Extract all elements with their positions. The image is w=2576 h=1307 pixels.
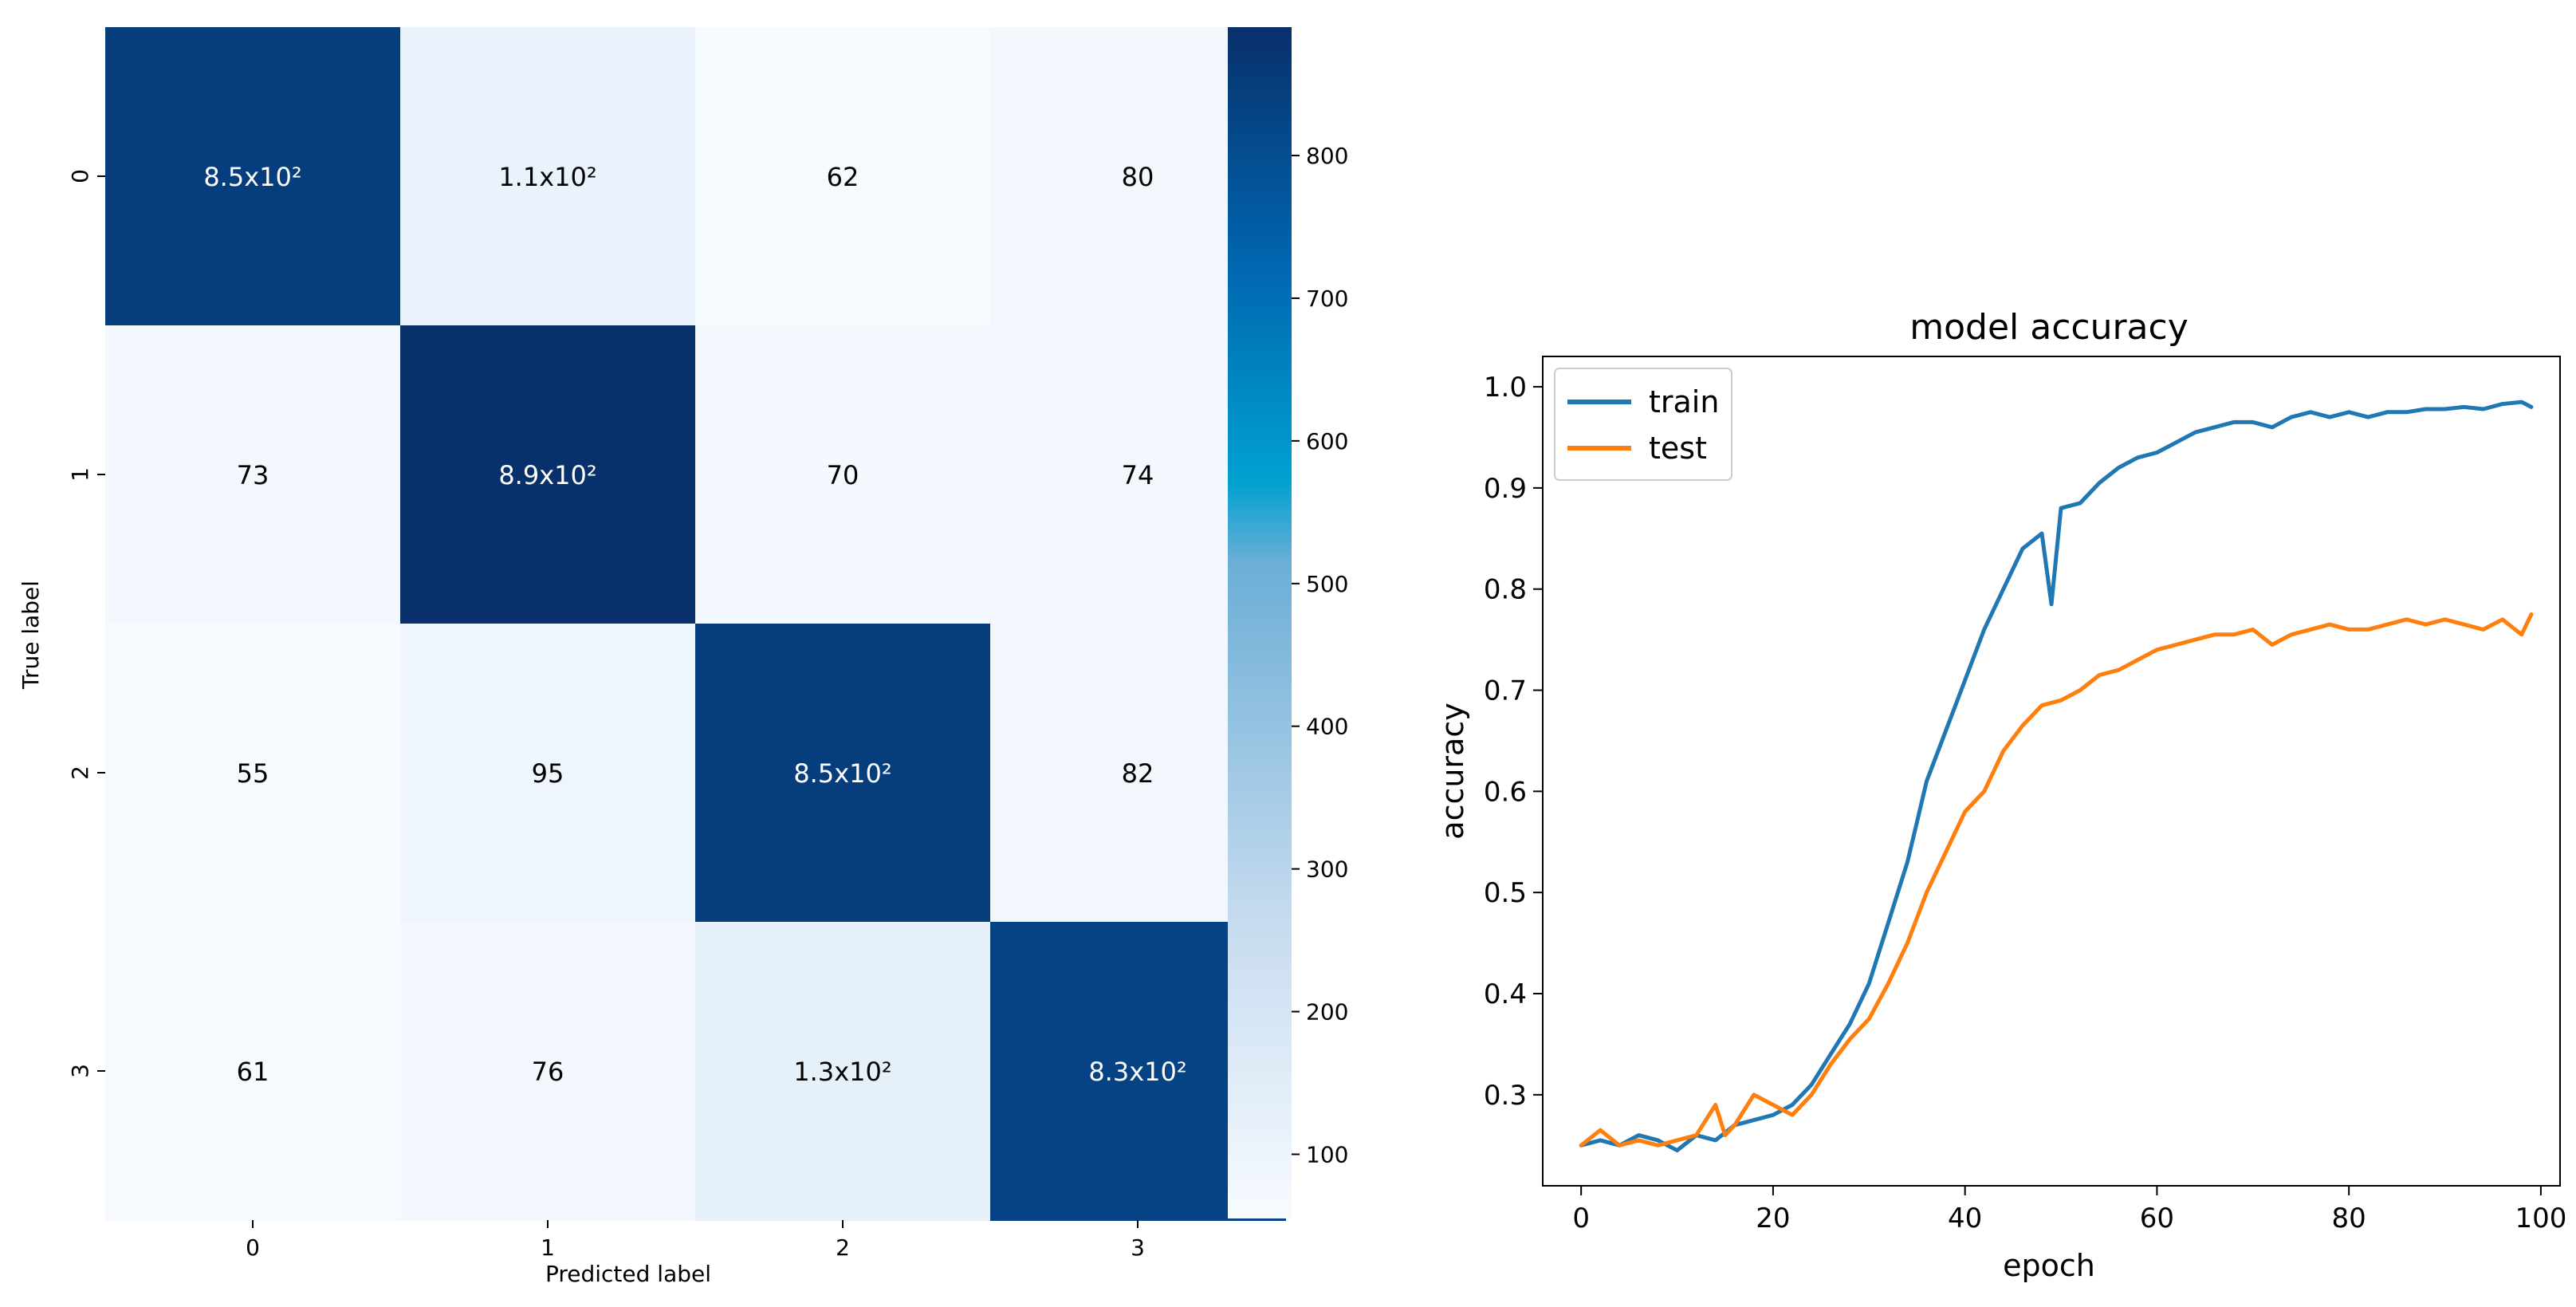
colorbar-tick-label: 600 — [1306, 428, 1348, 455]
line-x-tick-label: 40 — [1948, 1203, 1982, 1234]
series-line-test — [1579, 612, 2534, 1148]
heatmap-y-tick-label: 0 — [67, 169, 93, 183]
line-x-tick-label: 60 — [2140, 1203, 2174, 1234]
line-x-axis-label: epoch — [2003, 1248, 2095, 1283]
series-line-train — [1579, 400, 2534, 1153]
heatmap-cell-3-1 — [400, 922, 696, 1221]
legend-label-train: train — [1649, 384, 1719, 419]
heatmap-cell-label-3-1: 76 — [532, 1057, 564, 1087]
heatmap-cell-label-0-1: 1.1x10² — [498, 162, 596, 192]
heatmap-cell-label-1-2: 70 — [827, 460, 859, 490]
heatmap-x-tick-label: 2 — [836, 1234, 850, 1261]
colorbar-ticks: 100 200 300 400 500 600 700 800 — [1292, 143, 1348, 1167]
line-x-tick-label: 80 — [2332, 1203, 2366, 1234]
heatmap-y-tick-label: 2 — [67, 766, 93, 780]
colorbar-tick-label: 500 — [1306, 571, 1348, 597]
line-y-axis-label: accuracy — [1435, 703, 1470, 839]
heatmap-cell-label-1-3: 74 — [1122, 460, 1154, 490]
heatmap-cell-2-0 — [105, 624, 401, 923]
heatmap-x-tick-label: 0 — [246, 1234, 260, 1261]
colorbar-tick-label: 300 — [1306, 856, 1348, 883]
heatmap-cell-2-1 — [400, 624, 696, 923]
heatmap-x-tick-label: 3 — [1131, 1234, 1145, 1261]
heatmap-x-tick-label: 1 — [541, 1234, 555, 1261]
line-y-tick-label: 1.0 — [1484, 372, 1527, 404]
heatmap-cell-0-1 — [400, 27, 696, 326]
heatmap-y-tick-label: 3 — [67, 1064, 93, 1078]
line-y-tick-label: 0.6 — [1484, 776, 1527, 808]
line-x-tick-label: 0 — [1572, 1203, 1590, 1234]
line-y-tick-label: 0.5 — [1484, 877, 1527, 909]
heatmap-cell-1-2 — [695, 325, 991, 624]
line-y-tick-label: 0.7 — [1484, 675, 1527, 707]
heatmap-y-ticks: 0 1 2 3 — [67, 169, 105, 1078]
line-chart-title: model accuracy — [1909, 307, 2189, 348]
line-x-tick-label: 20 — [1756, 1203, 1790, 1234]
heatmap-y-tick-label: 1 — [67, 467, 93, 482]
heatmap-cell-3-0 — [105, 922, 401, 1221]
colorbar — [1228, 27, 1292, 1218]
line-y-tick-label: 0.3 — [1484, 1080, 1527, 1112]
legend-box — [1554, 368, 1732, 481]
confusion-matrix: 8.5x10² 1.1x10² 62 80 73 8.9x10² 70 74 55 95 8.5x1… — [105, 27, 1286, 1221]
colorbar-tick-label: 800 — [1306, 143, 1348, 169]
line-x-ticks: 0 20 40 60 80 100 — [1572, 1186, 2566, 1234]
line-series — [1579, 400, 2534, 1153]
heatmap-cell-label-0-2: 62 — [827, 162, 859, 192]
line-y-tick-label: 0.4 — [1484, 978, 1527, 1010]
line-y-tick-label: 0.9 — [1484, 473, 1527, 505]
heatmap-cell-label-1-0: 73 — [237, 460, 269, 490]
line-y-tick-label: 0.8 — [1484, 574, 1527, 606]
heatmap-cell-label-3-3: 8.3x10² — [1088, 1057, 1186, 1087]
colorbar-tick-label: 200 — [1306, 999, 1348, 1026]
legend: train test — [1554, 368, 1732, 481]
heatmap-cell-label-0-3: 80 — [1122, 162, 1154, 192]
heatmap-cell-label-2-2: 8.5x10² — [793, 758, 891, 789]
heatmap-cell-1-1 — [400, 325, 696, 624]
colorbar-tick-label: 700 — [1306, 285, 1348, 312]
heatmap-x-ticks: 0 1 2 3 — [246, 1220, 1145, 1261]
heatmap-cell-label-3-2: 1.3x10² — [793, 1057, 891, 1087]
heatmap-cell-label-0-0: 8.5x10² — [203, 162, 301, 192]
heatmap-cell-label-3-0: 61 — [237, 1057, 269, 1087]
heatmap-cell-label-2-0: 55 — [237, 758, 269, 789]
colorbar-tick-label: 400 — [1306, 714, 1348, 740]
heatmap-cell-label-1-1: 8.9x10² — [498, 460, 596, 490]
heatmap-cell-0-2 — [695, 27, 991, 326]
heatmap-y-axis-label: True label — [18, 581, 44, 690]
line-chart-frame — [1542, 356, 2561, 1187]
heatmap-cell-label-2-1: 95 — [532, 758, 564, 789]
line-y-ticks: 0.3 0.4 0.5 0.6 0.7 0.8 0.9 1.0 — [1484, 372, 1543, 1112]
heatmap-cell-label-2-3: 82 — [1122, 758, 1154, 789]
heatmap-x-axis-label: Predicted label — [545, 1261, 711, 1287]
heatmap-cell-3-2 — [695, 922, 991, 1221]
heatmap-cell-0-0 — [105, 27, 401, 326]
heatmap-cell-1-0 — [105, 325, 401, 624]
legend-label-test: test — [1649, 431, 1707, 466]
heatmap-cell-2-2 — [695, 624, 991, 923]
line-x-tick-label: 100 — [2515, 1203, 2566, 1234]
colorbar-tick-label: 100 — [1306, 1141, 1348, 1167]
